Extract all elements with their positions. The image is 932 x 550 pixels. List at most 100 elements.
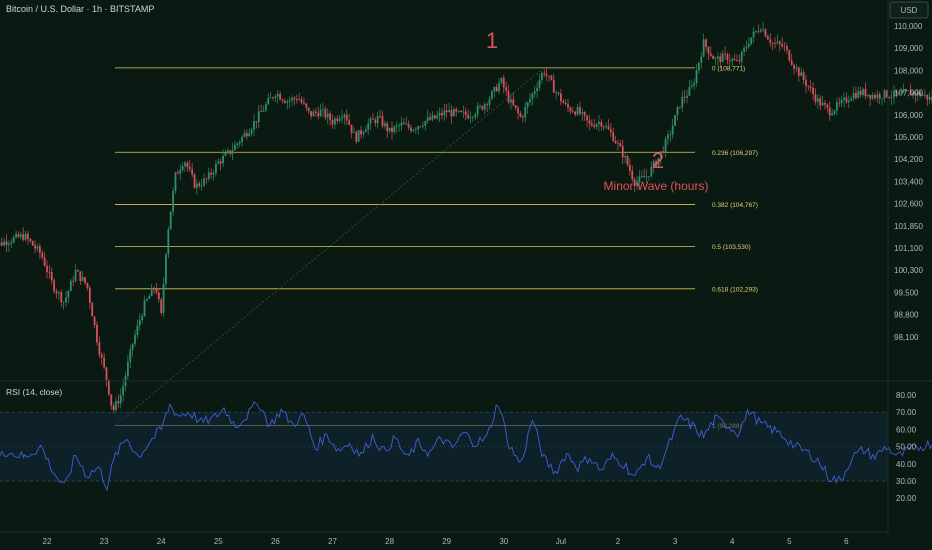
candle-body (755, 30, 757, 32)
candle-body (529, 99, 531, 103)
candle-body (728, 60, 731, 62)
candle-body (436, 115, 439, 119)
candle-body (29, 238, 32, 242)
candle-body (112, 405, 115, 410)
candle-body (343, 114, 346, 118)
candle-body (600, 121, 603, 127)
candle-body (893, 91, 895, 97)
candle-body (279, 93, 282, 100)
candle-body (438, 112, 441, 116)
candle-body (926, 94, 929, 100)
candle-body (486, 104, 489, 105)
time-axis[interactable]: 22 23 24 25 26 27 28 29 30 Jul 2 3 4 5 6 (43, 537, 850, 546)
candle-body (426, 117, 429, 121)
candle-body (419, 126, 422, 128)
candle-body (595, 124, 598, 128)
candle-body (681, 96, 684, 108)
candle-body (150, 287, 153, 296)
candle-body (155, 288, 158, 293)
candle-body (322, 108, 324, 110)
fib-level-label: 0.618 (102,293) (712, 286, 758, 293)
candle-body (855, 93, 857, 98)
price-pane[interactable]: 0 (108,771) 0.236 (106,297) 0.382 (104,767… (0, 0, 932, 430)
candle-body (521, 116, 524, 118)
candle-body (60, 292, 63, 303)
candle-body (12, 237, 15, 243)
candle-body (167, 229, 170, 255)
rsi-pane[interactable]: 80.00 70.00 60.00 50.00 40.00 30.00 20.00 (0, 382, 932, 532)
candle-body (284, 100, 286, 104)
rsi-tick-label: 40.00 (896, 460, 917, 469)
time-tick-label: 23 (100, 537, 109, 546)
candle-body (736, 60, 738, 61)
candle-body (62, 302, 65, 303)
candle-body (512, 99, 515, 106)
time-tick-label: 27 (328, 537, 337, 546)
candle-body (210, 172, 213, 175)
candle-body (307, 107, 310, 111)
candle-body (883, 90, 886, 99)
currency-badge[interactable]: USD (889, 1, 929, 19)
candle-body (838, 102, 841, 104)
price-tick-label: 101,100 (894, 244, 923, 253)
candle-body (98, 342, 101, 355)
candle-body (136, 325, 139, 335)
candle-body (169, 211, 172, 230)
candle-body (222, 155, 224, 164)
candle-body (34, 245, 37, 249)
candle-body (924, 94, 926, 96)
candle-body (857, 90, 860, 98)
candle-body (298, 99, 301, 101)
candle-body (27, 233, 29, 239)
candle-body (391, 127, 393, 132)
candle-body (590, 123, 593, 126)
candle-body (507, 90, 510, 103)
candle-body (281, 99, 284, 101)
candle-body (707, 46, 710, 54)
candle-body (324, 108, 327, 118)
candle-body (655, 161, 657, 166)
candle-body (640, 176, 643, 177)
candle-body (238, 141, 241, 144)
candle-body (816, 98, 819, 102)
candle-body (864, 88, 867, 97)
candle-body (621, 146, 624, 158)
candle-body (795, 67, 798, 69)
candle-body (781, 43, 784, 47)
time-tick-label: Jul (556, 537, 566, 546)
candle-body (717, 56, 719, 59)
candle-body (445, 110, 448, 113)
candle-body (405, 123, 408, 125)
candle-body (745, 46, 748, 49)
candle-body (548, 75, 550, 77)
candle-body (100, 354, 103, 358)
rsi-tick-label: 60.00 (896, 425, 917, 434)
rsi-axis[interactable]: 80.00 70.00 60.00 50.00 40.00 30.00 20.00 (887, 382, 917, 532)
rsi-tick-label: 50.00 (896, 443, 917, 452)
candle-body (312, 111, 315, 117)
candle-body (900, 92, 903, 94)
candle-body (31, 241, 34, 246)
candle-body (850, 98, 853, 101)
candle-body (690, 85, 693, 88)
candle-body (759, 30, 762, 32)
candle-body (659, 151, 662, 158)
candle-body (372, 118, 374, 120)
candle-body (550, 75, 553, 80)
candle-body (245, 133, 248, 137)
candle-body (474, 114, 477, 118)
candle-body (683, 96, 686, 98)
candle-body (631, 171, 634, 180)
candle-body (697, 62, 700, 71)
candle-body (614, 141, 617, 144)
candle-body (602, 126, 605, 128)
candle-body (812, 87, 814, 95)
candle-body (802, 72, 805, 80)
price-axis[interactable]: 110,000 109,000 108,000 107,000 106,000 105,0… (887, 0, 923, 381)
candle-body (243, 133, 246, 137)
candle-body (72, 280, 75, 282)
candle-body (300, 99, 303, 103)
candle-body (86, 282, 89, 288)
candle-body (662, 151, 665, 153)
